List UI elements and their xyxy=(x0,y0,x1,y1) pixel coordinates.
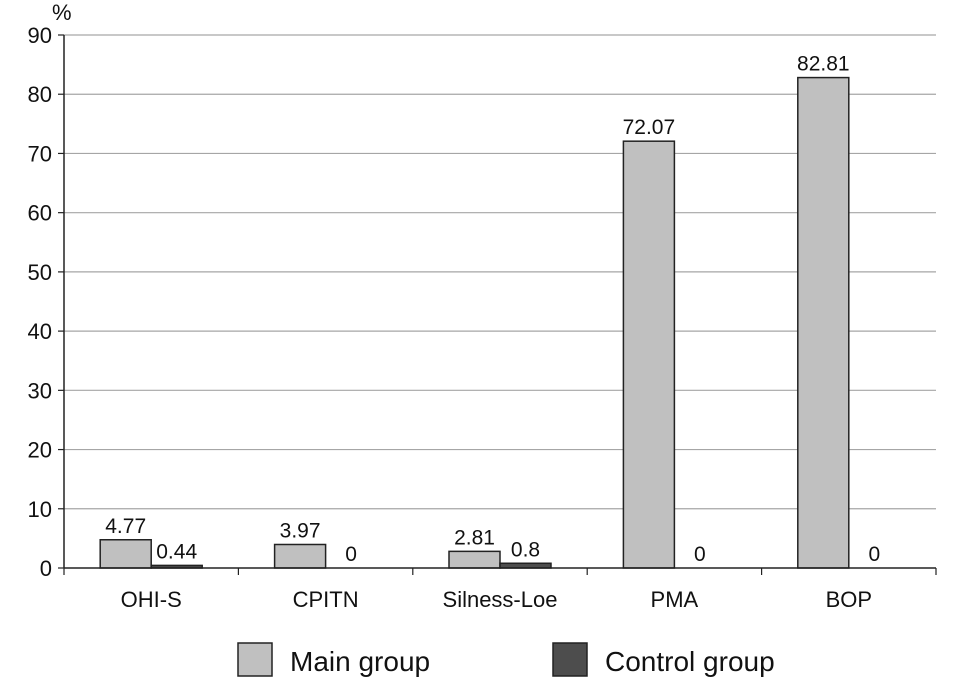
data-label: 0 xyxy=(868,543,880,566)
category-label: OHI-S xyxy=(121,587,182,612)
gridlines xyxy=(64,34,936,510)
bar-main-ohi-s xyxy=(99,539,152,569)
legend-label: Main group xyxy=(290,646,430,677)
legend-swatch-control xyxy=(552,642,588,677)
y-axis-unit-label: % xyxy=(52,0,72,25)
data-labels: 4.77 0.44 3.97 0 2.81 0.8 72.07 0 82.81 0 xyxy=(105,53,880,566)
y-tick-label: 90 xyxy=(28,23,52,48)
legend-label: Control group xyxy=(605,646,775,677)
y-tick-label: 10 xyxy=(28,497,52,522)
y-tick-label: 60 xyxy=(28,201,52,226)
bar-main-bop xyxy=(797,76,850,569)
y-tick-label: 20 xyxy=(28,438,52,463)
bar-main-pma xyxy=(622,140,676,569)
data-label: 0.8 xyxy=(511,538,540,561)
data-label: 82.81 xyxy=(797,53,850,76)
data-label: 3.97 xyxy=(280,519,321,542)
x-axis-ticks xyxy=(63,568,937,575)
y-tick-label: 0 xyxy=(40,556,52,581)
y-tick-label: 40 xyxy=(28,319,52,344)
bar-main-cpitn xyxy=(273,543,327,569)
legend: Main group Control group xyxy=(237,642,775,677)
data-label: 72.07 xyxy=(623,116,676,139)
y-tick-label: 30 xyxy=(28,378,52,403)
category-label: BOP xyxy=(826,587,872,612)
data-label: 4.77 xyxy=(105,515,146,538)
y-axis-ticks: 0 10 20 30 40 50 60 70 80 90 xyxy=(28,23,64,581)
y-tick-label: 70 xyxy=(28,141,52,166)
category-label: PMA xyxy=(651,587,699,612)
legend-swatch-main xyxy=(237,642,273,677)
bars xyxy=(99,76,850,569)
category-label: Silness-Loe xyxy=(443,587,558,612)
category-label: CPITN xyxy=(293,587,359,612)
y-tick-label: 50 xyxy=(28,260,52,285)
y-tick-label: 80 xyxy=(28,82,52,107)
data-label: 0 xyxy=(345,543,357,566)
data-label: 2.81 xyxy=(454,526,495,549)
data-label: 0 xyxy=(694,543,706,566)
data-label: 0.44 xyxy=(156,540,197,563)
bar-main-silness-loe xyxy=(448,550,501,569)
category-labels: OHI-S CPITN Silness-Loe PMA BOP xyxy=(121,587,872,612)
